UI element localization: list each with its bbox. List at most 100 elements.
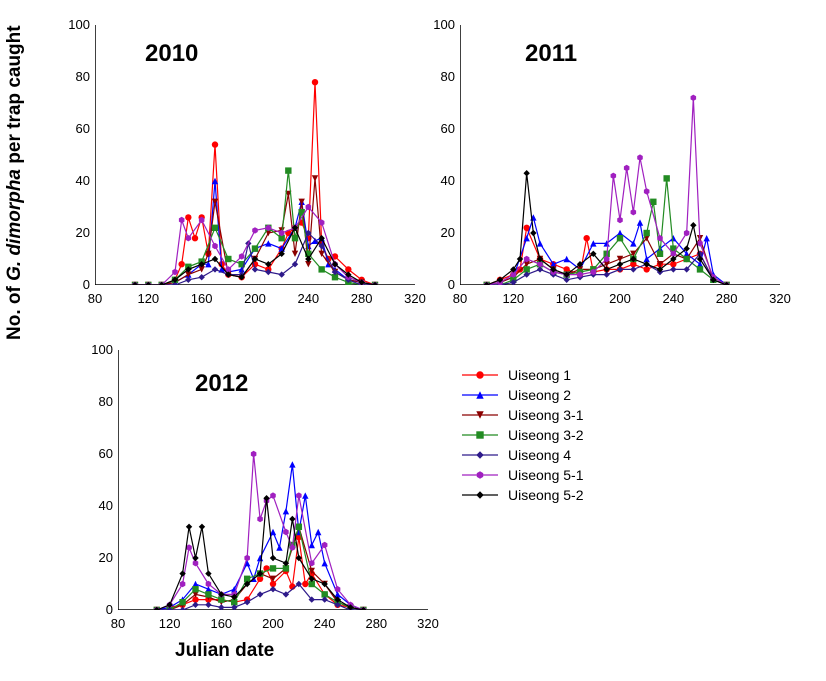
ylabel-pre: No. of xyxy=(4,281,25,340)
x-tick-label: 280 xyxy=(347,291,377,306)
series-marker xyxy=(563,256,569,262)
series-marker xyxy=(321,560,327,566)
series-marker xyxy=(315,529,321,535)
x-tick-label: 200 xyxy=(605,291,635,306)
y-tick-label: 0 xyxy=(83,602,113,617)
series-marker xyxy=(244,555,250,561)
series-marker xyxy=(257,516,263,522)
legend-item: Uiseong 5-2 xyxy=(460,485,584,505)
x-tick-label: 240 xyxy=(310,616,340,631)
series-marker xyxy=(283,529,289,535)
x-tick-label: 240 xyxy=(658,291,688,306)
series-marker xyxy=(292,251,298,257)
series-marker xyxy=(179,217,185,223)
series-marker xyxy=(296,492,302,498)
series-marker xyxy=(289,516,295,522)
legend-swatch xyxy=(460,425,500,445)
y-tick-label: 80 xyxy=(425,69,455,84)
y-axis-label: No. of G. dimorpha per trap caught xyxy=(4,25,26,340)
series-marker xyxy=(312,175,318,181)
series-marker xyxy=(252,245,258,251)
chart-legend: Uiseong 1 Uiseong 2 Uiseong 3-1 Uiseong … xyxy=(460,365,584,505)
series-marker xyxy=(225,256,231,262)
series-marker xyxy=(644,188,650,194)
series-marker xyxy=(218,604,224,610)
y-tick-label: 20 xyxy=(60,225,90,240)
figure-container: No. of G. dimorpha per trap caught Julia… xyxy=(0,0,826,681)
series-marker xyxy=(683,256,689,262)
x-tick-label: 200 xyxy=(240,291,270,306)
series-marker xyxy=(289,461,295,467)
series-marker xyxy=(285,167,291,173)
chart-panel xyxy=(118,350,428,610)
series-marker xyxy=(186,544,192,550)
series-marker xyxy=(663,175,669,181)
series-marker xyxy=(530,230,536,236)
x-tick-label: 320 xyxy=(400,291,430,306)
x-tick-label: 80 xyxy=(103,616,133,631)
series-marker xyxy=(670,266,676,272)
ylabel-italic: G. dimorpha xyxy=(4,169,25,281)
y-tick-label: 80 xyxy=(83,394,113,409)
series-marker xyxy=(523,170,529,176)
series-marker xyxy=(283,508,289,514)
series-marker xyxy=(251,451,257,457)
legend-label: Uiseong 3-1 xyxy=(508,407,584,423)
x-axis-label: Julian date xyxy=(175,640,274,662)
series-marker xyxy=(670,235,676,241)
y-tick-label: 100 xyxy=(60,17,90,32)
series-marker xyxy=(185,214,191,220)
series-marker xyxy=(650,199,656,205)
series-line xyxy=(135,82,375,285)
y-tick-label: 40 xyxy=(60,173,90,188)
x-tick-label: 320 xyxy=(765,291,795,306)
legend-label: Uiseong 1 xyxy=(508,367,571,383)
x-tick-label: 120 xyxy=(498,291,528,306)
x-tick-label: 280 xyxy=(361,616,391,631)
series-marker xyxy=(611,173,617,179)
series-marker xyxy=(179,607,185,610)
legend-label: Uiseong 3-2 xyxy=(508,427,584,443)
series-marker xyxy=(637,154,643,160)
x-tick-label: 160 xyxy=(206,616,236,631)
y-tick-label: 60 xyxy=(83,446,113,461)
series-marker xyxy=(312,79,318,85)
x-tick-label: 280 xyxy=(712,291,742,306)
ylabel-post: per trap caught xyxy=(4,25,25,169)
legend-swatch xyxy=(460,405,500,425)
series-marker xyxy=(252,227,258,233)
x-tick-label: 160 xyxy=(552,291,582,306)
legend-swatch xyxy=(460,385,500,405)
legend-item: Uiseong 2 xyxy=(460,385,584,405)
series-marker xyxy=(643,230,649,236)
legend-item: Uiseong 4 xyxy=(460,445,584,465)
series-marker xyxy=(198,274,204,280)
y-tick-label: 100 xyxy=(425,17,455,32)
series-marker xyxy=(270,586,276,592)
series-marker xyxy=(192,602,198,608)
series-marker xyxy=(179,599,185,605)
series-marker xyxy=(205,602,211,608)
legend-item: Uiseong 5-1 xyxy=(460,465,584,485)
legend-label: Uiseong 2 xyxy=(508,387,571,403)
series-marker xyxy=(292,235,298,241)
y-tick-label: 80 xyxy=(60,69,90,84)
series-marker xyxy=(617,235,623,241)
series-marker xyxy=(624,165,630,171)
series-marker xyxy=(537,240,543,246)
series-marker xyxy=(212,141,218,147)
series-marker xyxy=(637,219,643,225)
y-tick-label: 40 xyxy=(425,173,455,188)
x-tick-label: 240 xyxy=(293,291,323,306)
y-tick-label: 100 xyxy=(83,342,113,357)
series-marker xyxy=(302,492,308,498)
x-tick-label: 120 xyxy=(133,291,163,306)
series-marker xyxy=(312,238,318,244)
x-tick-label: 320 xyxy=(413,616,443,631)
y-tick-label: 0 xyxy=(60,277,90,292)
series-marker xyxy=(257,555,263,561)
series-marker xyxy=(178,261,184,267)
series-marker xyxy=(212,266,218,272)
series-marker xyxy=(192,555,198,561)
series-marker xyxy=(690,222,696,228)
